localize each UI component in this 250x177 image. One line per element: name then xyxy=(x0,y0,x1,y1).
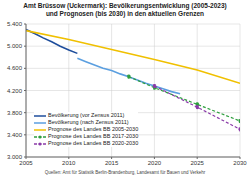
svg-text:5.000: 5.000 xyxy=(8,43,23,49)
html-text:Bevölkerung (vor Zensus 2011): Bevölkerung (vor Zensus 2011) xyxy=(48,112,125,118)
svg-text:2025: 2025 xyxy=(191,160,205,166)
svg-text:2020: 2020 xyxy=(148,160,162,166)
html-text:und Prognosen (bis 2030) in de: und Prognosen (bis 2030) in den aktuelle… xyxy=(45,10,205,17)
svg-text:4.600: 4.600 xyxy=(8,65,23,71)
svg-text:2015: 2015 xyxy=(105,160,119,166)
html-text:Prognose des Landes BB 2020-20: Prognose des Landes BB 2020-2030 xyxy=(48,140,139,146)
svg-text:2005: 2005 xyxy=(19,160,33,166)
svg-text:3.000: 3.000 xyxy=(8,154,23,160)
svg-text:2010: 2010 xyxy=(62,160,76,166)
html-text:Prognose des Landes BB 2017-20: Prognose des Landes BB 2017-2030 xyxy=(48,133,139,139)
html-text:Quellen: Amt für Statistik Ber: Quellen: Amt für Statistik Berlin-Brande… xyxy=(44,170,206,175)
svg-text:3.800: 3.800 xyxy=(8,110,23,116)
svg-text:4.200: 4.200 xyxy=(8,88,23,94)
svg-text:3.400: 3.400 xyxy=(8,132,23,138)
html-text:Bevölkerung (nach Zensus 2011): Bevölkerung (nach Zensus 2011) xyxy=(48,119,129,125)
svg-text:2030: 2030 xyxy=(233,160,242,166)
svg-text:5.400: 5.400 xyxy=(8,21,23,27)
html-text:Amt Brüssow (Uckermark): Bevöl: Amt Brüssow (Uckermark): Bevölkerungsent… xyxy=(23,2,227,9)
html-text:Prognose des Landes BB 2005-20: Prognose des Landes BB 2005-2030 xyxy=(48,126,139,132)
